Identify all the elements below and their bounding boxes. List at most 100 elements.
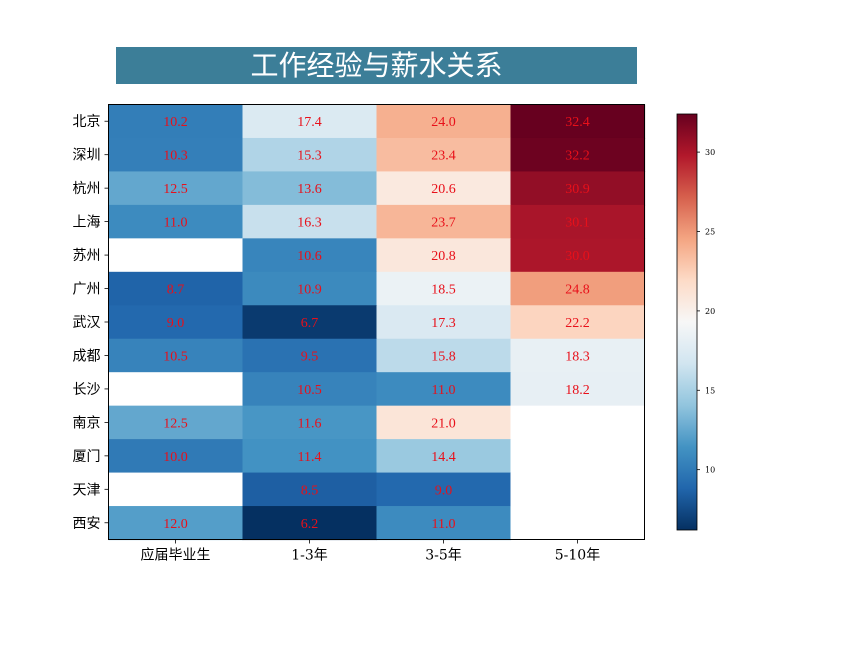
heatmap-cell <box>510 238 646 273</box>
cell-value-label: 12.5 <box>163 416 188 431</box>
y-tick-label: 长沙 <box>73 382 101 398</box>
cell-value-label: 32.2 <box>565 149 590 164</box>
heatmap-cell-labels: 10.2 17.4 24.0 32.4 10.3 15.3 23.4 32.2 12.5 13.6… <box>163 115 590 532</box>
cell-value-label: 18.2 <box>565 383 590 398</box>
heatmap-cell <box>510 439 646 474</box>
cell-value-label: 11.0 <box>164 216 188 231</box>
cell-value-label: 11.4 <box>298 450 322 465</box>
cell-value-label: 11.6 <box>298 416 322 431</box>
heatmap-cell <box>376 271 512 306</box>
heatmap-cell <box>510 204 646 239</box>
colorbar-tick-label: 15 <box>705 386 715 395</box>
heatmap-cell <box>376 405 512 440</box>
heatmap-cell <box>376 104 512 139</box>
heatmap-cell <box>376 506 512 541</box>
heatmap-cell <box>376 305 512 340</box>
x-tick-label: 应届毕业生 <box>141 547 211 564</box>
x-tick-label: 5-10年 <box>555 548 600 564</box>
heatmap-cell <box>376 137 512 173</box>
cell-value-label: 10.3 <box>163 149 188 164</box>
cell-value-label: 16.3 <box>297 216 322 231</box>
heatmap-cell <box>376 204 512 239</box>
cell-value-label: 18.3 <box>565 349 590 364</box>
cell-value-label: 8.5 <box>301 483 319 498</box>
heatmap-cell <box>510 405 646 440</box>
heatmap-cell <box>242 338 378 373</box>
heatmap-cell <box>108 171 244 206</box>
heatmap-cell <box>108 137 244 173</box>
heatmap-cells <box>108 104 646 541</box>
cell-value-label: 30.9 <box>565 182 590 197</box>
heatmap-cell <box>108 439 244 474</box>
heatmap-cell <box>108 506 244 541</box>
heatmap-cell <box>510 137 646 173</box>
cell-value-label: 9.5 <box>301 349 319 364</box>
chart-title: 工作经验与薪水关系 <box>250 49 502 82</box>
cell-value-label: 9.0 <box>435 483 453 498</box>
cell-value-label: 17.3 <box>431 316 456 331</box>
heatmap-cell <box>510 271 646 306</box>
colorbar: 10 15 20 25 30 <box>676 113 715 531</box>
y-tick-label: 武汉 <box>73 315 101 331</box>
heatmap-cell <box>108 305 244 340</box>
cell-value-label: 14.4 <box>431 450 456 465</box>
cell-value-label: 6.7 <box>301 316 319 331</box>
cell-value-label: 24.8 <box>565 283 590 298</box>
cell-value-label: 9.0 <box>167 316 185 331</box>
cell-value-label: 20.6 <box>431 182 456 197</box>
heatmap-cell <box>510 171 646 206</box>
heatmap-cell <box>242 506 378 541</box>
cell-value-label: 15.8 <box>431 349 456 364</box>
heatmap-cell <box>376 238 512 273</box>
heatmap-cell <box>510 104 646 139</box>
y-tick-label: 西安 <box>73 516 101 532</box>
heatmap-cell <box>242 171 378 206</box>
cell-value-label: 10.0 <box>163 450 188 465</box>
colorbar-gradient <box>676 113 698 531</box>
cell-value-label: 17.4 <box>297 115 322 130</box>
cell-value-label: 8.7 <box>167 283 185 298</box>
heatmap-cell <box>108 405 244 440</box>
heatmap-cell <box>510 506 646 541</box>
heatmap-cell <box>242 204 378 239</box>
heatmap-cell <box>510 305 646 340</box>
y-tick-label: 苏州 <box>73 248 101 264</box>
heatmap-cell <box>510 372 646 407</box>
y-tick-label: 成都 <box>73 348 101 364</box>
y-tick-label: 深圳 <box>73 148 101 164</box>
cell-value-label: 10.5 <box>163 349 188 364</box>
heatmap-cell <box>242 372 378 407</box>
heatmap-cell <box>242 238 378 273</box>
colorbar-tick-label: 10 <box>705 466 715 475</box>
cell-value-label: 13.6 <box>297 182 322 197</box>
heatmap-cell <box>242 104 378 139</box>
y-tick-label: 上海 <box>73 215 101 231</box>
cell-value-label: 12.5 <box>163 182 188 197</box>
cell-value-label: 24.0 <box>431 115 456 130</box>
cell-value-label: 30.1 <box>565 216 590 231</box>
title-background <box>116 47 637 84</box>
x-tick-label: 3-5年 <box>425 548 462 564</box>
cell-value-label: 20.8 <box>431 249 456 264</box>
cell-value-label: 10.6 <box>297 249 322 264</box>
colorbar-ticks: 10 15 20 25 30 <box>697 148 715 475</box>
heatmap-cell <box>108 238 244 273</box>
y-tick-label: 北京 <box>73 114 101 130</box>
cell-value-label: 12.0 <box>163 517 188 532</box>
colorbar-tick-label: 20 <box>705 307 715 316</box>
heatmap-cell <box>510 338 646 373</box>
heatmap-cell <box>108 104 244 139</box>
heatmap-cell <box>376 338 512 373</box>
heatmap-cell <box>242 271 378 306</box>
cell-value-label: 10.9 <box>297 283 322 298</box>
y-tick-label: 天津 <box>73 482 101 498</box>
cell-value-label: 30.0 <box>565 249 590 264</box>
cell-value-label: 23.4 <box>431 149 456 164</box>
cell-value-label: 21.0 <box>431 416 456 431</box>
y-tick-label: 厦门 <box>73 449 101 465</box>
heatmap-cell <box>108 271 244 306</box>
cell-value-label: 15.3 <box>297 149 322 164</box>
colorbar-tick-label: 30 <box>705 148 715 157</box>
